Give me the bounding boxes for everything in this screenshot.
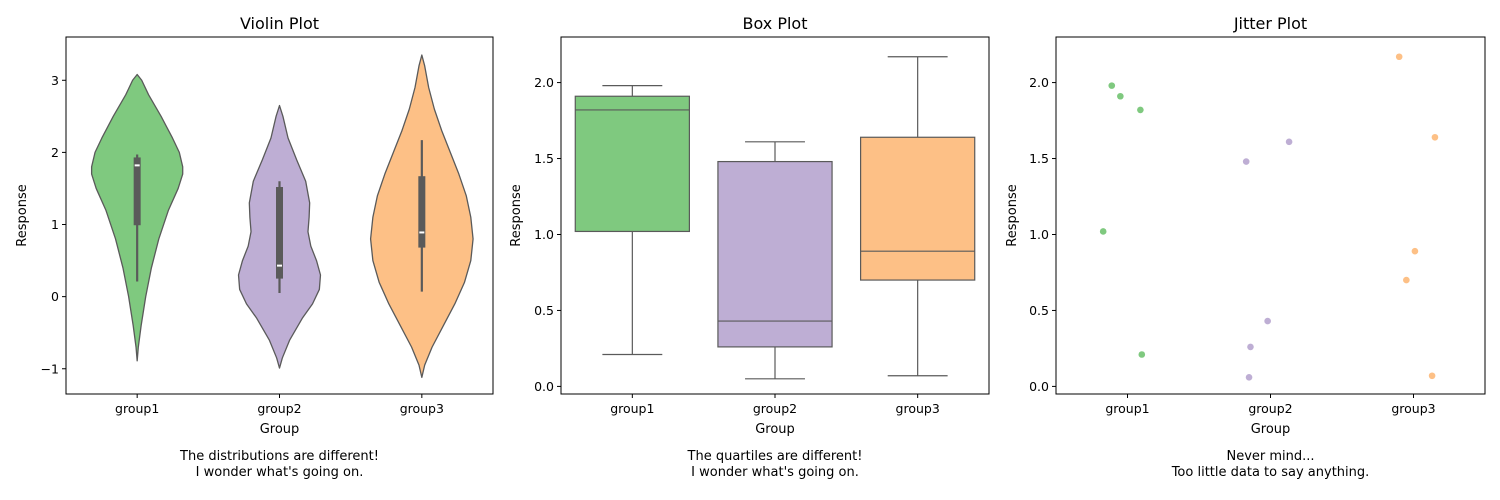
box-group3 (859, 136, 976, 281)
violin-iqr-box-group1 (133, 157, 141, 226)
jitter-point-group1 (1138, 351, 1146, 358)
jitter-plot-x-axis: group1 group2 group3 (1105, 394, 1436, 416)
box-plot-x-axis: group1 group2 group3 (610, 394, 940, 416)
jitter-plot-y-tick-label: 2.0 (1029, 75, 1049, 90)
box-plot-caption-line-1: The quartiles are different! (687, 449, 863, 464)
box-group1 (574, 95, 690, 233)
jitter-plot-x-tick-label: group3 (1391, 401, 1435, 416)
box-plot-y-tick-label: 1.0 (534, 227, 554, 242)
violin-plot-caption-line-1: The distributions are different! (179, 449, 379, 464)
jitter-point-group2 (1245, 373, 1253, 381)
jitter-plot-x-label: Group (1251, 422, 1291, 437)
jitter-plot-title: Jitter Plot (1233, 14, 1307, 33)
violin-plot-y-tick-label: 3 (51, 73, 59, 88)
violin-plot-y-label: Response (15, 184, 30, 246)
jitter-point-group3 (1431, 133, 1439, 141)
box-plot-x-label: Group (755, 422, 795, 437)
box-plot-caption-line-2: I wonder what's going on. (691, 465, 859, 480)
jitter-plot-y-tick-label: 1.5 (1029, 151, 1049, 166)
box-plot-title: Box Plot (743, 14, 808, 33)
jitter-point-group2 (1285, 138, 1293, 146)
jitter-plot-y-tick-label: 1.0 (1029, 227, 1049, 242)
violin-iqr-box-group2 (276, 187, 283, 279)
jitter-plot-x-tick-label: group1 (1105, 401, 1149, 416)
jitter-point-group1 (1117, 92, 1124, 100)
jitter-plot-caption-line-2: Too little data to say anything. (1171, 465, 1370, 480)
jitter-point-group3 (1395, 53, 1403, 61)
violin-plot-y-axis: −1 0 1 2 3 (41, 73, 66, 376)
jitter-plot-y-label: Response (1005, 184, 1020, 246)
violin-plot-x-tick-label: group3 (400, 401, 444, 416)
violin-plot-x-label: Group (260, 422, 300, 437)
violin-plot-y-tick-label: −1 (41, 361, 59, 376)
jitter-point-group1 (1108, 82, 1116, 89)
violin-plot-caption-line-2: I wonder what's going on. (196, 465, 364, 480)
jitter-plot-y-tick-label: 0.0 (1029, 379, 1049, 394)
jitter-plot-panel: Jitter Plot 0.0 0.5 1.0 1.5 2.0 group1 group2… (1005, 14, 1486, 480)
violin-plot-y-tick-label: 2 (51, 145, 59, 160)
violin-plot-y-tick-label: 1 (51, 217, 59, 232)
jitter-point-group2 (1242, 158, 1250, 165)
jitter-plot-y-tick-label: 0.5 (1029, 303, 1049, 318)
jitter-plot-marks (1099, 53, 1439, 381)
box-plot-y-tick-label: 0.5 (534, 303, 554, 318)
jitter-plot-y-axis: 0.0 0.5 1.0 1.5 2.0 (1029, 75, 1056, 394)
box-group2 (717, 160, 833, 348)
violin-plot-title: Violin Plot (240, 14, 319, 33)
violin-plot-x-tick-label: group1 (115, 401, 159, 416)
violin-plot-marks (90, 54, 474, 379)
box-plot-y-axis: 0.0 0.5 1.0 1.5 2.0 (534, 75, 561, 394)
box-plot-marks (574, 56, 976, 380)
box-plot-panel: Box Plot 0.00.51.01.52.0 group1 group2 gro… (509, 14, 990, 480)
jitter-plot-frame (1055, 36, 1486, 395)
jitter-point-group2 (1247, 343, 1254, 351)
jitter-point-group1 (1099, 228, 1107, 235)
box-plot-x-tick-label: group2 (753, 401, 797, 416)
violin-plot-panel: Violin Plot −1 0 1 2 3 group1 group2 group3 Gr… (15, 14, 494, 480)
violin-plot-x-axis: group1 group2 group3 (115, 394, 444, 416)
jitter-plot-x-tick-label: group2 (1248, 401, 1292, 416)
box-plot-y-tick-label: 2.0 (534, 75, 554, 90)
box-plot-x-tick-label: group1 (610, 401, 654, 416)
jitter-point-group3 (1403, 276, 1410, 284)
jitter-point-group1 (1137, 106, 1144, 114)
violin-plot-x-tick-label: group2 (257, 401, 301, 416)
box-plot-y-label: Response (509, 184, 524, 246)
jitter-plot-caption-line-1: Never mind... (1226, 449, 1314, 464)
violin-plot-y-tick-label: 0 (51, 289, 59, 304)
jitter-point-group3 (1411, 247, 1419, 255)
box-plot-x-tick-label: group3 (896, 401, 940, 416)
box-plot-y-tick-label: 0.0 (534, 379, 554, 394)
box-plot-y-tick-label: 1.5 (534, 151, 554, 166)
violin-iqr-box-group3 (418, 176, 426, 248)
jitter-point-group3 (1428, 372, 1436, 380)
jitter-point-group2 (1264, 317, 1271, 325)
